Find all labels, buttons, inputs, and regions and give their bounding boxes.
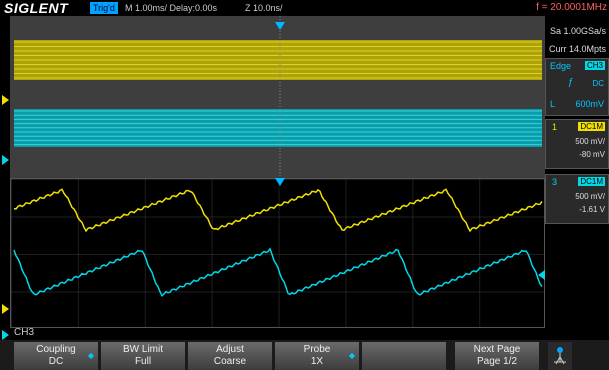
ch1-overview-marker bbox=[2, 95, 9, 105]
brand-logo: SIGLENT bbox=[4, 0, 69, 16]
ch1-offset: -80 mV bbox=[579, 150, 605, 159]
next-page-label: Next Page bbox=[473, 344, 521, 355]
active-menu-label: CH3 bbox=[14, 327, 35, 338]
coupling-label: Coupling bbox=[36, 344, 76, 355]
trigger-status-badge: Trig'd bbox=[90, 2, 118, 14]
rising-edge-icon: ƒ bbox=[568, 77, 574, 88]
adjust-label: Adjust bbox=[216, 344, 244, 355]
coupling-value: DC bbox=[48, 356, 64, 367]
next-page-value: Page 1/2 bbox=[476, 356, 518, 367]
frequency-counter: f = 20.0001MHz bbox=[536, 2, 607, 13]
bw-limit-softkey[interactable]: BW Limit Full bbox=[101, 342, 185, 370]
sample-rate: Sa 1.00GSa/s bbox=[549, 26, 606, 36]
empty-softkey[interactable] bbox=[362, 342, 446, 370]
ch3-overview-trace bbox=[14, 109, 542, 147]
chevron-down-icon: ◆ bbox=[87, 351, 94, 360]
trigger-type: Edge bbox=[550, 61, 572, 71]
ch3-coupling: DC1M bbox=[578, 177, 605, 186]
info-panel: Sa 1.00GSa/s Curr 14.0Mpts Edge CH3 ƒ DC… bbox=[545, 16, 609, 328]
trigger-level-marker bbox=[538, 270, 545, 280]
trigger-position-zoom-marker bbox=[275, 178, 285, 186]
coupling-softkey[interactable]: Coupling DC ◆ bbox=[14, 342, 98, 370]
ch1-number: 1 bbox=[552, 122, 558, 132]
ch1-coupling: DC1M bbox=[578, 122, 605, 131]
ch3-number: 3 bbox=[552, 177, 558, 187]
probe-value: 1X bbox=[310, 356, 324, 367]
ch3-info-box[interactable]: 3 DC1M 500 mV/ -1.61 V bbox=[545, 174, 609, 224]
probe-label: Probe bbox=[303, 344, 331, 355]
ch3-zoom-trace bbox=[13, 247, 543, 298]
trigger-level-value: 600mV bbox=[575, 99, 604, 109]
status-bar: SIGLENT Trig'd M 1.00ms/ Delay:0.00s Z 1… bbox=[0, 0, 609, 16]
adjust-value: Coarse bbox=[213, 356, 247, 367]
zoom-waveform-grid[interactable] bbox=[10, 178, 545, 328]
probe-softkey[interactable]: Probe 1X ◆ bbox=[275, 342, 359, 370]
next-page-softkey[interactable]: Next Page Page 1/2 bbox=[455, 342, 539, 370]
trigger-info-box[interactable]: Edge CH3 ƒ DC L 600mV bbox=[545, 58, 609, 116]
trigger-position-top-marker bbox=[275, 22, 285, 30]
zoom-readout[interactable]: Z 10.0ns/ bbox=[245, 3, 283, 13]
trigger-level-label: L bbox=[550, 99, 556, 109]
ch3-offset: -1.61 V bbox=[579, 205, 605, 214]
network-icon[interactable] bbox=[548, 342, 572, 370]
ch1-zoom-marker bbox=[2, 304, 9, 314]
chevron-down-icon: ◆ bbox=[348, 351, 355, 360]
trigger-coupling: DC bbox=[592, 79, 604, 88]
ch1-info-box[interactable]: 1 DC1M 500 mV/ -80 mV bbox=[545, 119, 609, 169]
ch1-overview-trace bbox=[14, 40, 542, 80]
ch1-scale: 500 mV/ bbox=[575, 137, 605, 146]
ch1-zoom-trace bbox=[13, 188, 543, 233]
ch3-scale: 500 mV/ bbox=[575, 192, 605, 201]
timebase-readout[interactable]: M 1.00ms/ Delay:0.00s bbox=[125, 3, 218, 13]
ch3-overview-marker bbox=[2, 155, 9, 165]
ch3-zoom-marker bbox=[2, 330, 9, 340]
bw-limit-value: Full bbox=[134, 356, 152, 367]
adjust-softkey[interactable]: Adjust Coarse bbox=[188, 342, 272, 370]
memory-depth: Curr 14.0Mpts bbox=[548, 44, 606, 54]
trigger-source: CH3 bbox=[584, 61, 605, 70]
bw-limit-label: BW Limit bbox=[123, 344, 163, 355]
